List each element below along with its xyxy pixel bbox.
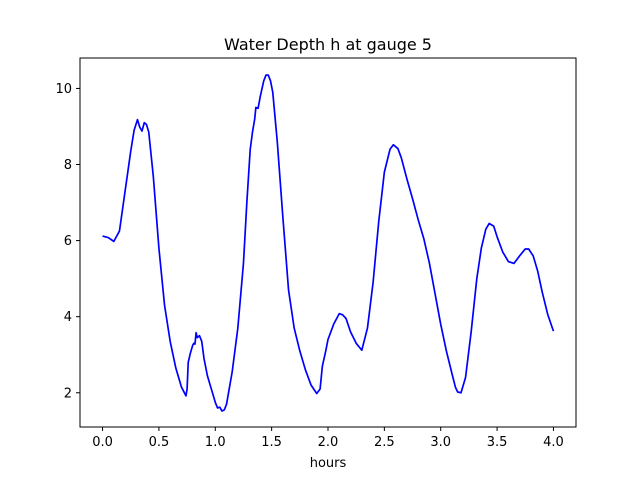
- axes-frame: [79, 57, 577, 428]
- x-tick-label: 3.0: [430, 435, 451, 450]
- x-tick-label: 2.5: [374, 435, 395, 450]
- x-axis-label: hours: [310, 456, 347, 471]
- x-tick-label: 2.0: [318, 435, 339, 450]
- x-tick-label: 1.5: [261, 435, 282, 450]
- x-tick-label: 0.5: [149, 435, 170, 450]
- series-line-0: [102, 74, 555, 412]
- x-tick-label: 3.5: [487, 435, 508, 450]
- x-tick-label: 1.0: [205, 435, 226, 450]
- y-tick-label: 4: [64, 310, 72, 325]
- y-tick-label: 2: [64, 386, 72, 401]
- chart-title: Water Depth h at gauge 5: [224, 35, 432, 54]
- plot-area: [102, 74, 555, 412]
- y-axis: 2 4 6 8 10: [55, 82, 80, 401]
- x-tick-label: 0.0: [92, 435, 113, 450]
- x-tick-label: 4.0: [543, 435, 564, 450]
- y-tick-label: 6: [64, 234, 72, 249]
- y-tick-label: 8: [64, 158, 72, 173]
- y-tick-label: 10: [55, 82, 72, 97]
- x-axis: 0.0 0.5 1.0 1.5 2.0 2.5 3.0 3.5 4.0: [92, 427, 564, 450]
